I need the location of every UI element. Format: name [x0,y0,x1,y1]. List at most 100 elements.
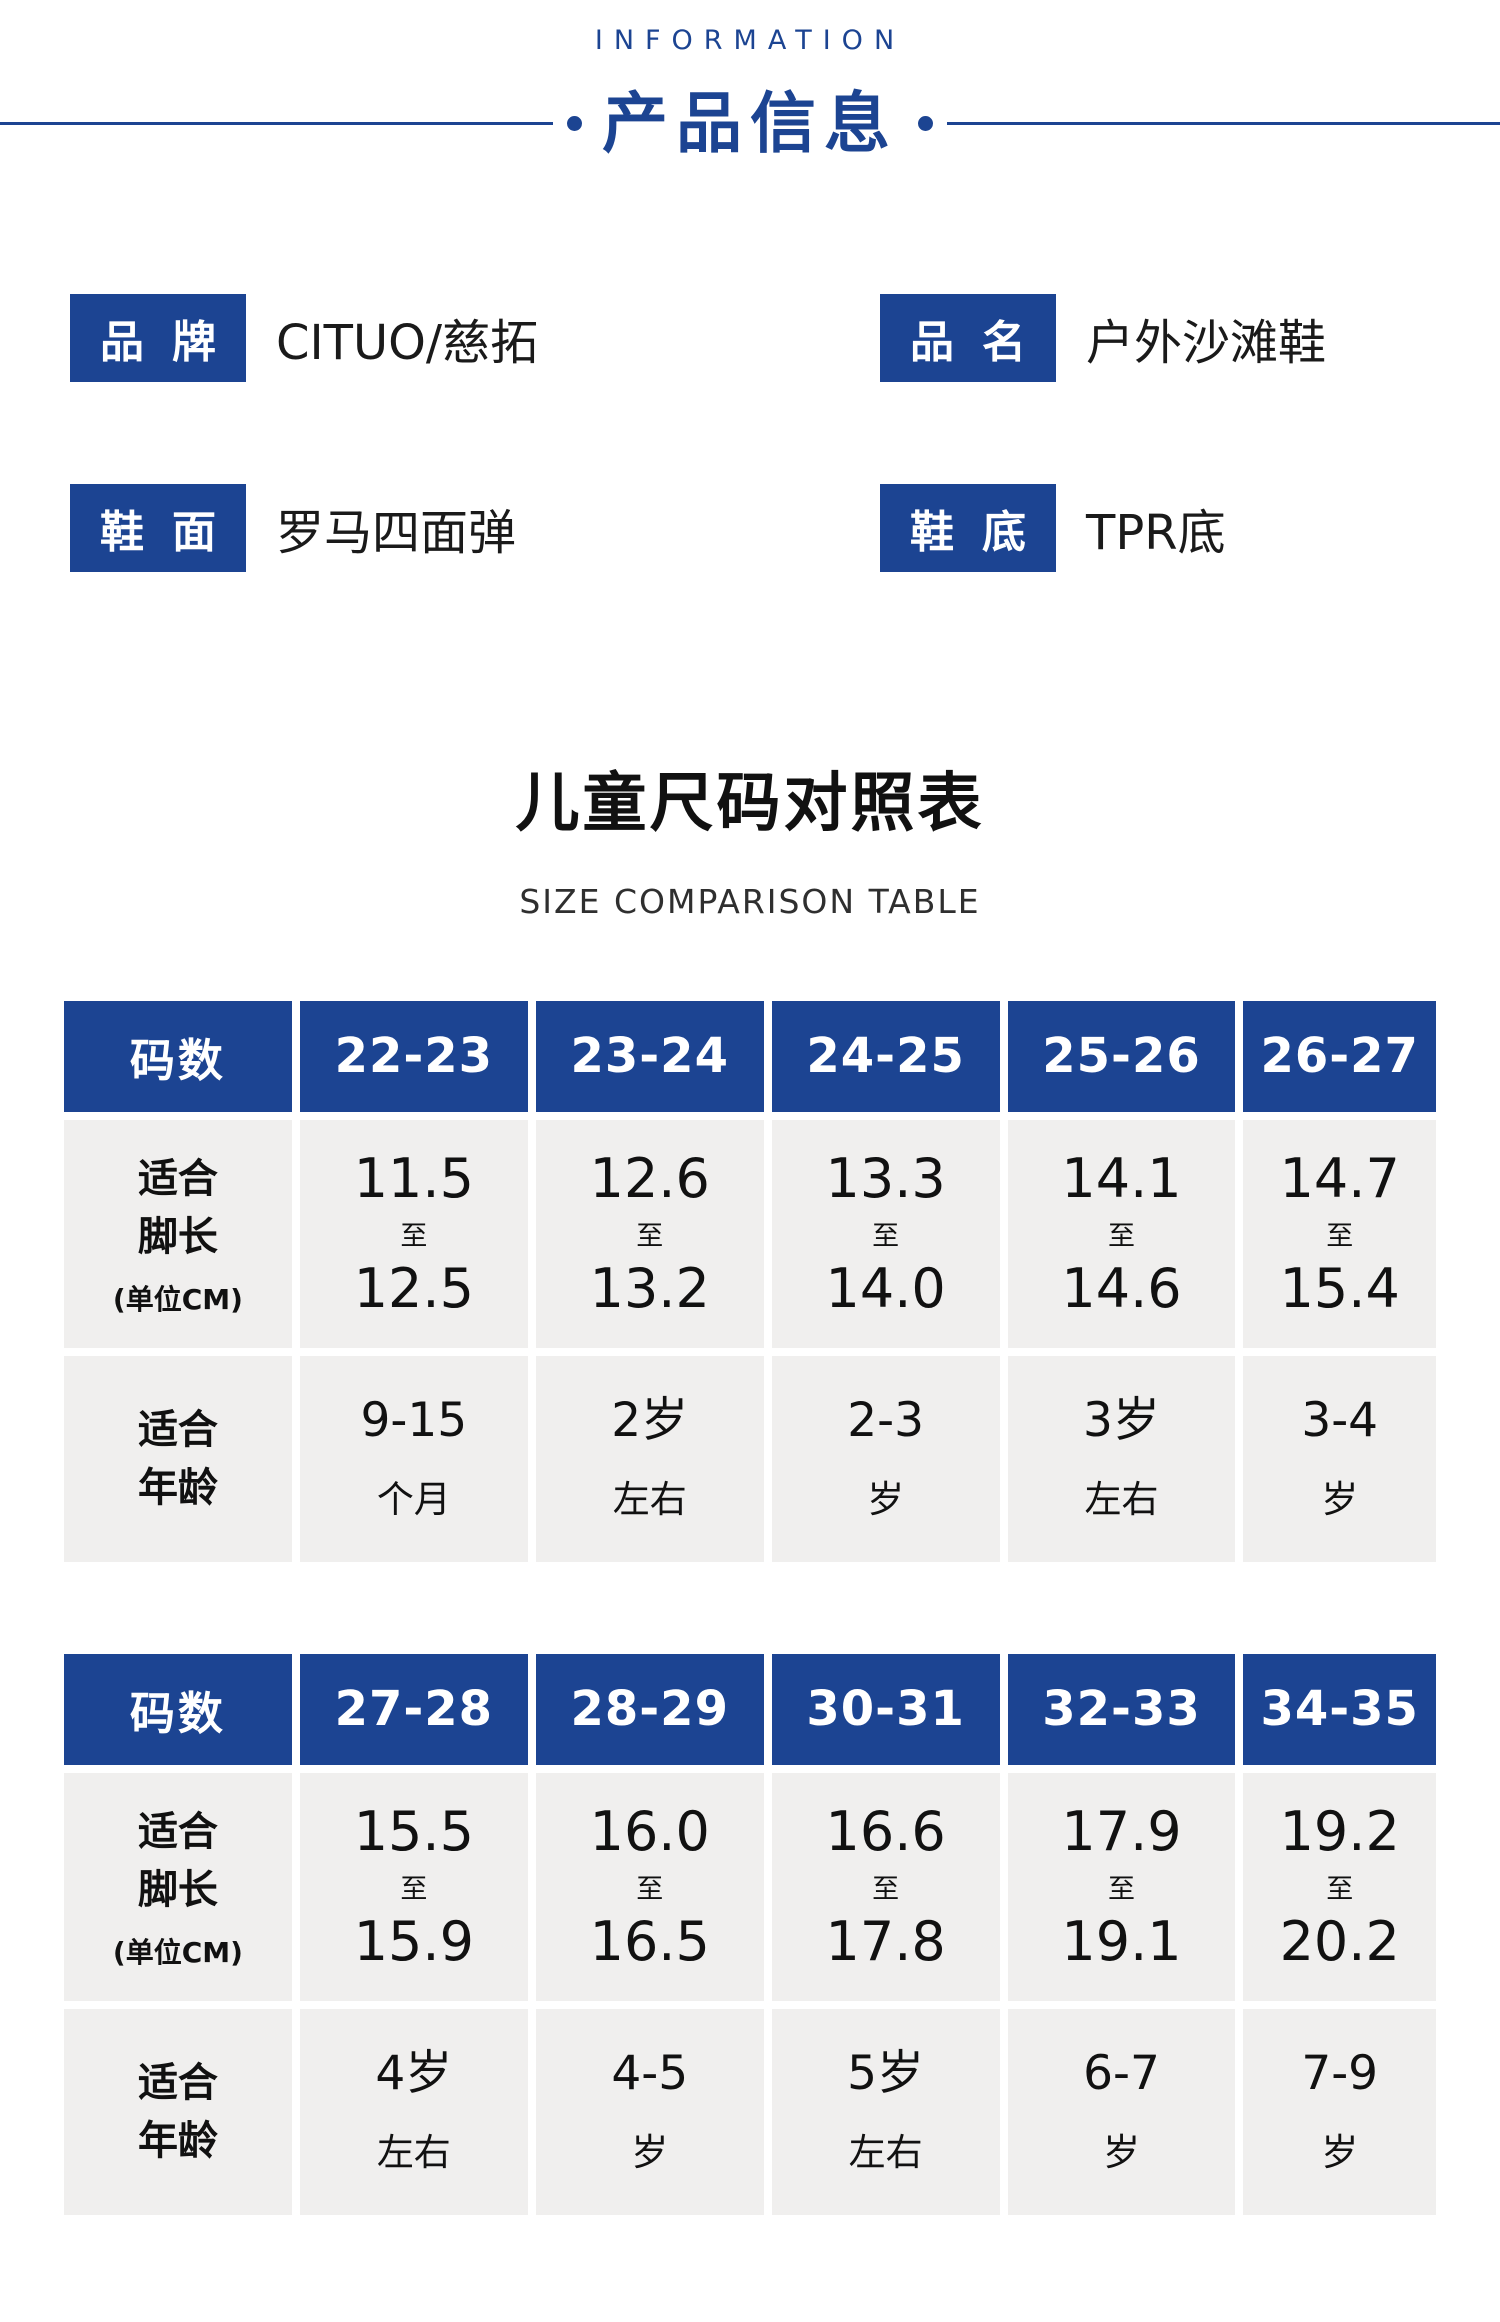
range-word: 至 [872,1221,900,1253]
info-value: TPR底 [1086,504,1226,561]
age-cell: 3岁 左右 [1007,1355,1236,1562]
age-bottom: 岁 [631,2130,669,2174]
title-dot-left [567,116,582,132]
range-word: 至 [872,1874,900,1906]
foot-max: 12.5 [353,1257,474,1321]
range-word: 至 [1326,1221,1354,1253]
size-table-1: 码数 22-23 23-24 24-25 25-26 26-27 适合 脚长 (… [64,1000,1436,1562]
info-item-sole: 鞋 底 TPR底 [880,483,1326,572]
age-cell: 2岁 左右 [535,1355,764,1562]
foot-unit-label: (单位CM) [112,1935,243,1969]
title-dot-right [918,116,933,132]
age-top: 2-3 [847,1393,924,1449]
size-header-cell: 25-26 [1007,1000,1236,1112]
info-label-box: 品 牌 [70,293,246,382]
range-word: 至 [636,1874,664,1906]
age-bottom: 岁 [1102,2130,1140,2174]
age-top: 2岁 [611,1393,689,1449]
range-word: 至 [1326,1874,1354,1906]
foot-min: 17.9 [1061,1800,1182,1863]
foot-cell: 19.2 至 20.2 [1243,1772,1436,2001]
foot-cell: 11.5 至 12.5 [299,1119,528,1348]
header-kicker: INFORMATION [594,25,906,56]
age-cell: 5岁 左右 [771,2008,1000,2215]
info-label-char: 鞋 [910,506,954,558]
foot-unit-label: (单位CM) [112,1282,243,1316]
size-header-cell: 30-31 [771,1653,1000,1765]
info-label-char: 品 [910,316,954,368]
age-top: 4岁 [375,2046,453,2102]
info-item-brand: 品 牌 CITUO/慈拓 [70,293,880,382]
foot-min: 16.0 [589,1800,710,1863]
foot-cell: 14.1 至 14.6 [1007,1119,1236,1348]
size-header-label-cell: 码数 [64,1000,292,1112]
age-cell: 9-15 个月 [299,1355,528,1562]
info-label-box: 鞋 面 [70,483,246,572]
info-label-box: 品 名 [880,293,1056,382]
age-cell: 2-3 岁 [771,1355,1000,1562]
foot-cell: 16.0 至 16.5 [535,1772,764,2001]
size-table-title: 儿童尺码对照表 [515,766,985,841]
info-grid: 品 牌 CITUO/慈拓 品 名 户外沙滩鞋 鞋 面 罗马四面弹 鞋 底 TPR… [70,293,1500,572]
age-bottom: 左右 [612,1477,687,1521]
info-label-char: 品 [100,316,144,368]
age-top: 9-15 [360,1393,468,1449]
foot-label-cell: 适合 脚长 (单位CM) [64,1119,292,1348]
age-bottom: 左右 [1084,1477,1159,1521]
size-header-label-cell: 码数 [64,1653,292,1765]
age-bottom: 岁 [1321,1477,1359,1521]
info-item-product-name: 品 名 户外沙滩鞋 [880,293,1327,382]
size-table-2: 码数 27-28 28-29 30-31 32-33 34-35 适合 脚长 (… [64,1653,1436,2215]
foot-min: 14.1 [1061,1147,1182,1210]
size-header-cell: 26-27 [1243,1000,1436,1112]
foot-min: 13.3 [825,1147,946,1210]
info-label-char: 名 [982,316,1026,368]
age-cell: 4岁 左右 [299,2008,528,2215]
info-value: 户外沙滩鞋 [1086,314,1327,371]
title-line-left [0,122,553,126]
info-item-upper: 鞋 面 罗马四面弹 [70,483,880,572]
foot-cell: 12.6 至 13.2 [535,1119,764,1348]
info-label-char: 底 [982,506,1026,558]
range-word: 至 [400,1221,428,1253]
foot-max: 16.5 [589,1910,710,1974]
foot-cell: 13.3 至 14.0 [771,1119,1000,1348]
info-value: CITUO/慈拓 [276,314,539,371]
age-top: 3岁 [1083,1393,1160,1449]
size-header-cell: 24-25 [771,1000,1000,1112]
size-header-cell: 27-28 [299,1653,528,1765]
age-label-cell: 适合 年龄 [64,2008,292,2215]
foot-max: 15.4 [1279,1257,1400,1321]
foot-min: 15.5 [353,1800,474,1863]
range-word: 至 [400,1874,428,1906]
age-bottom: 岁 [867,1477,905,1521]
age-bottom: 岁 [1321,2130,1359,2174]
range-word: 至 [636,1221,664,1253]
age-cell: 3-4 岁 [1243,1355,1436,1562]
foot-cell: 16.6 至 17.8 [771,1772,1000,2001]
foot-max: 13.2 [589,1257,710,1321]
info-label-char: 鞋 [100,506,144,558]
age-top: 5岁 [847,2046,925,2102]
foot-cell: 15.5 至 15.9 [299,1772,528,2001]
title-line-right [947,122,1500,126]
age-cell: 7-9 岁 [1243,2008,1436,2215]
age-top: 7-9 [1301,2046,1379,2102]
age-bottom: 左右 [376,2130,451,2174]
age-top: 4-5 [611,2046,689,2102]
page-title: 产品信息 [602,85,898,162]
range-word: 至 [1107,1874,1135,1906]
size-header-cell: 32-33 [1007,1653,1236,1765]
age-cell: 6-7 岁 [1007,2008,1236,2215]
age-bottom: 左右 [848,2130,923,2174]
foot-max: 17.8 [825,1910,946,1974]
size-header-cell: 23-24 [535,1000,764,1112]
age-label-cell: 适合 年龄 [64,1355,292,1562]
foot-label-cell: 适合 脚长 (单位CM) [64,1772,292,2001]
foot-cell: 14.7 至 15.4 [1243,1119,1436,1348]
foot-min: 14.7 [1279,1147,1400,1210]
foot-max: 20.2 [1279,1910,1400,1974]
size-table-subtitle: SIZE COMPARISON TABLE [519,881,981,921]
age-top: 6-7 [1083,2046,1160,2102]
size-header-cell: 22-23 [299,1000,528,1112]
